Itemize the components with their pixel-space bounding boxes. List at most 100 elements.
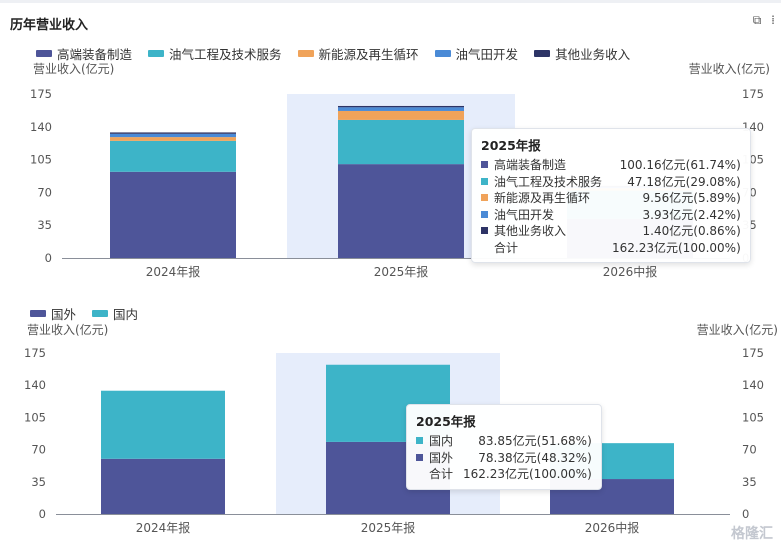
tooltip-row: 国内 83.85亿元(51.68%) xyxy=(416,433,592,450)
tooltip-value: 3.93亿元(2.42%) xyxy=(642,207,741,222)
y-tick-label-right: 175 xyxy=(742,346,764,360)
y-tick-label-left: 175 xyxy=(24,346,46,360)
tooltip-label: 高端装备制造 xyxy=(494,158,567,172)
y-tick-label-left: 175 xyxy=(30,87,52,101)
legend-label: 其他业务收入 xyxy=(555,47,631,62)
legend-item[interactable]: 高端装备制造 xyxy=(36,44,132,63)
tooltip-row: 新能源及再生循环 9.56亿元(5.89%) xyxy=(481,190,741,207)
bar-segment[interactable] xyxy=(338,105,464,108)
legend-swatch xyxy=(30,310,46,317)
tooltip-value: 78.38亿元(48.32%) xyxy=(478,450,592,465)
bar-segment[interactable] xyxy=(338,164,464,258)
tooltip-table: 高端装备制造 100.16亿元(61.74%) 油气工程及技术服务 47.18亿元(2… xyxy=(481,157,741,256)
tooltip-swatch xyxy=(481,210,488,218)
chart1-tooltip: 2025年报 高端装备制造 100.16亿元(61.74%) 油气工程及技术服务 47… xyxy=(471,128,751,263)
bar-segment[interactable] xyxy=(110,140,236,172)
legend-item[interactable]: 油气工程及技术服务 xyxy=(148,44,282,63)
tooltip-label: 合计 xyxy=(429,467,454,481)
more-icon[interactable]: ⁞ xyxy=(771,13,775,27)
legend-item[interactable]: 其他业务收入 xyxy=(534,44,630,63)
tooltip-title: 2025年报 xyxy=(416,414,476,429)
chart2-tooltip: 2025年报 国内 83.85亿元(51.68%) 国外 78.38亿元(48.32%… xyxy=(406,404,602,490)
y-tick-label-right: 175 xyxy=(742,87,764,101)
tooltip-value: 47.18亿元(29.08%) xyxy=(627,174,741,189)
x-tick-label: 2025年报 xyxy=(361,520,416,535)
x-tick-label: 2024年报 xyxy=(146,264,201,279)
legend-label: 国内 xyxy=(113,307,139,322)
y-tick-label-right: 70 xyxy=(742,443,757,457)
tooltip-swatch xyxy=(481,161,488,168)
copy-icon[interactable]: ⧉ xyxy=(752,13,762,27)
chart1-legend: 高端装备制造 油气工程及技术服务 新能源及再生循环 油气田开发 其他业务收入 xyxy=(36,44,630,63)
y-tick-label-left: 105 xyxy=(24,410,46,424)
tooltip-title: 2025年报 xyxy=(481,138,541,153)
legend-swatch xyxy=(148,50,165,57)
legend-item[interactable]: 油气田开发 xyxy=(434,44,519,63)
top-divider xyxy=(0,0,781,3)
bar-segment[interactable] xyxy=(338,110,464,120)
tooltip-label: 油气田开发 xyxy=(494,207,555,222)
y-tick-label-left: 105 xyxy=(30,153,52,167)
y-tick-label-left: 35 xyxy=(37,218,52,232)
tooltip-value: 1.40亿元(0.86%) xyxy=(642,224,741,238)
y-tick-label-right: 105 xyxy=(742,410,764,424)
tooltip-row: 合计 162.23亿元(100.00%) xyxy=(416,466,592,483)
y-tick-label-left: 70 xyxy=(37,185,52,199)
tooltip-row: 国外 78.38亿元(48.32%) xyxy=(416,450,592,467)
x-tick-label: 2026中报 xyxy=(585,520,640,535)
legend-swatch xyxy=(434,50,451,57)
tooltip-label: 国内 xyxy=(429,434,454,448)
bar-segment[interactable] xyxy=(110,132,236,134)
tooltip-row: 高端装备制造 100.16亿元(61.74%) xyxy=(481,157,741,174)
tooltip-swatch xyxy=(481,227,488,234)
x-tick-label: 2026中报 xyxy=(603,264,658,279)
page-title: 历年营业收入 xyxy=(10,18,89,33)
tooltip-value: 162.23亿元(100.00%) xyxy=(463,467,592,481)
tooltip-value: 9.56亿元(5.89%) xyxy=(642,191,741,205)
legend-label: 油气田开发 xyxy=(455,47,519,62)
y-axis-title-left: 营业收入(亿元) xyxy=(27,322,108,337)
y-axis-title-right: 营业收入(亿元) xyxy=(697,322,778,337)
tooltip-label: 国外 xyxy=(429,450,454,465)
tooltip-row: 油气田开发 3.93亿元(2.42%) xyxy=(481,207,741,224)
y-tick-label-left: 0 xyxy=(45,251,52,265)
y-tick-label-right: 140 xyxy=(742,378,764,392)
tooltip-value: 100.16亿元(61.74%) xyxy=(619,158,741,172)
tooltip-label: 合计 xyxy=(494,240,519,255)
legend-item[interactable]: 国外 xyxy=(30,304,76,323)
y-tick-label-left: 0 xyxy=(39,507,46,521)
bar-segment[interactable] xyxy=(101,458,225,514)
bar-segment[interactable] xyxy=(338,107,464,111)
watermark-logo: 格隆汇 xyxy=(731,526,773,542)
bar-segment[interactable] xyxy=(110,133,236,138)
x-tick-label: 2025年报 xyxy=(374,264,429,279)
tooltip-label: 其他业务收入 xyxy=(494,224,567,238)
legend-swatch xyxy=(92,310,109,317)
tooltip-swatch xyxy=(481,194,488,201)
tooltip-label: 油气工程及技术服务 xyxy=(494,174,603,189)
y-axis-title-right: 营业收入(亿元) xyxy=(689,61,770,76)
legend-swatch xyxy=(36,50,52,57)
tooltip-row: 合计 162.23亿元(100.00%) xyxy=(481,240,741,257)
tooltip-value: 83.85亿元(51.68%) xyxy=(478,434,592,448)
bar-segment[interactable] xyxy=(338,119,464,165)
x-tick-label: 2024年报 xyxy=(136,520,191,535)
legend-label: 新能源及再生循环 xyxy=(318,47,419,62)
legend-item[interactable]: 国内 xyxy=(92,304,138,323)
tooltip-swatch xyxy=(416,453,423,461)
legend-label: 油气工程及技术服务 xyxy=(169,47,282,62)
legend-swatch xyxy=(534,50,551,57)
tooltip-row: 其他业务收入 1.40亿元(0.86%) xyxy=(481,223,741,240)
tooltip-label: 新能源及再生循环 xyxy=(494,191,591,205)
tooltip-row: 油气工程及技术服务 47.18亿元(29.08%) xyxy=(481,174,741,191)
tooltip-table: 国内 83.85亿元(51.68%) 国外 78.38亿元(48.32%) 合计 162.… xyxy=(416,433,592,483)
bar-segment[interactable] xyxy=(110,171,236,258)
bar-segment[interactable] xyxy=(110,137,236,141)
bar-segment[interactable] xyxy=(101,390,225,459)
tooltip-swatch xyxy=(481,244,488,251)
tooltip-value: 162.23亿元(100.00%) xyxy=(612,240,741,255)
y-tick-label-left: 35 xyxy=(31,475,46,489)
legend-item[interactable]: 新能源及再生循环 xyxy=(297,44,419,63)
tooltip-swatch xyxy=(416,437,423,444)
y-tick-label-right: 0 xyxy=(742,507,749,521)
